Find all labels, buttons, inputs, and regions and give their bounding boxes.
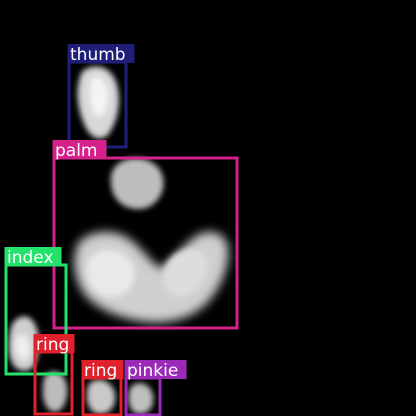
label-thumb: thumb — [70, 45, 126, 65]
detection-index: index — [4, 247, 68, 376]
palm-inner-highlight — [86, 249, 135, 298]
detection-palm: palm — [52, 140, 239, 330]
palm-top-blob — [110, 158, 164, 210]
label-pinkie: pinkie — [127, 361, 178, 381]
label-bg-index — [4, 247, 62, 266]
ring-left-blob — [42, 371, 68, 412]
detection-pinkie: pinkie — [124, 360, 187, 416]
detection-thumb: thumb — [67, 44, 135, 149]
detection-ring-left: ring — [33, 334, 75, 416]
thumb-highlight — [89, 76, 108, 117]
label-palm: palm — [55, 141, 98, 161]
bbox-palm — [52, 156, 239, 330]
ring-right-blob — [86, 379, 116, 414]
label-ring-left: ring — [36, 335, 69, 355]
label-bg-ring-left — [33, 334, 75, 353]
detection-ring-right: ring — [81, 360, 124, 416]
hand-depth-blobs — [8, 66, 229, 414]
label-bg-ring-right — [81, 360, 124, 379]
label-index: index — [7, 248, 54, 268]
palm-right-lobe — [163, 249, 208, 297]
pinkie-blob — [128, 383, 154, 414]
label-ring-right: ring — [84, 361, 117, 381]
index-highlight — [15, 334, 31, 361]
label-bg-thumb — [67, 44, 135, 63]
label-bg-pinkie — [124, 360, 187, 379]
label-bg-palm — [52, 140, 107, 159]
